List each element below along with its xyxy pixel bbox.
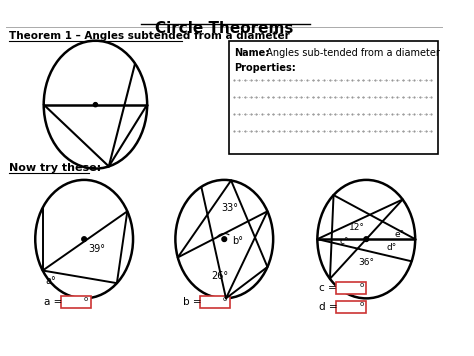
Text: Theorem 1 – Angles subtended from a diameter: Theorem 1 – Angles subtended from a diam…	[9, 31, 290, 41]
Text: d°: d°	[387, 244, 397, 252]
Text: o: o	[359, 301, 364, 307]
FancyBboxPatch shape	[61, 296, 91, 308]
FancyBboxPatch shape	[336, 282, 366, 294]
Text: 33°: 33°	[221, 203, 238, 213]
FancyBboxPatch shape	[336, 301, 366, 313]
Circle shape	[82, 237, 86, 241]
Circle shape	[93, 103, 98, 107]
Text: 36°: 36°	[359, 258, 375, 267]
FancyBboxPatch shape	[229, 41, 438, 153]
FancyBboxPatch shape	[200, 296, 230, 308]
Text: Angles sub-tended from a diameter: Angles sub-tended from a diameter	[260, 48, 440, 58]
Text: c =: c =	[319, 283, 337, 293]
Text: d =: d =	[319, 302, 338, 312]
Text: e°: e°	[394, 230, 405, 239]
Circle shape	[364, 237, 369, 241]
Text: Circle Theorems: Circle Theorems	[155, 21, 293, 36]
Text: 12°: 12°	[349, 223, 365, 232]
Text: Properties:: Properties:	[234, 63, 295, 73]
Text: o: o	[83, 296, 88, 302]
Text: b =: b =	[183, 297, 201, 307]
Text: o: o	[359, 282, 364, 288]
Text: b°: b°	[232, 236, 243, 246]
Text: 26°: 26°	[211, 271, 228, 281]
Text: Now try these:: Now try these:	[9, 163, 101, 173]
Circle shape	[222, 237, 227, 241]
Text: a =: a =	[44, 297, 62, 307]
Text: 39°: 39°	[88, 244, 105, 254]
Text: o: o	[223, 296, 227, 302]
Text: Name:: Name:	[234, 48, 269, 58]
Text: a°: a°	[46, 276, 56, 286]
Text: c°: c°	[340, 237, 349, 246]
